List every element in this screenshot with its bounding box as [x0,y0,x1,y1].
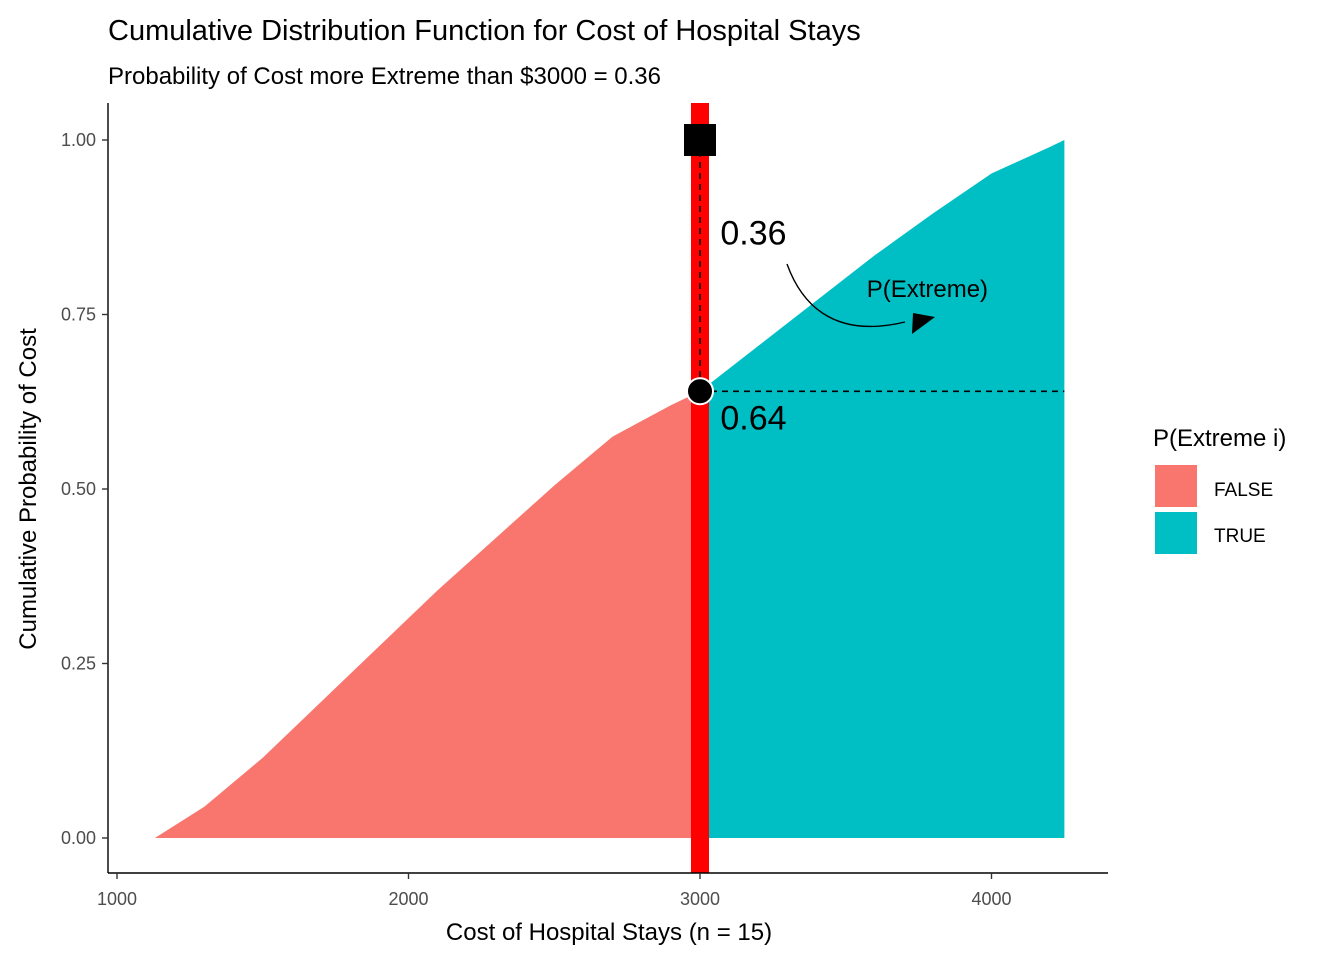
annotation-arrow-curve [786,263,906,328]
legend-label-false: FALSE [1214,480,1273,501]
y-axis-title: Cumulative Probability of Cost [15,328,42,650]
annotation-arrow-head [912,313,935,334]
chart-title: Cumulative Distribution Function for Cos… [108,15,861,47]
x-tick-label: 1000 [97,889,137,909]
chart-subtitle: Probability of Cost more Extreme than $3… [108,63,661,90]
legend-title: P(Extreme i) [1153,425,1286,452]
x-axis-title: Cost of Hospital Stays (n = 15) [446,919,772,946]
area-series-true [700,140,1065,838]
y-tick-label: 0.00 [61,828,96,848]
threshold-point-marker [686,377,714,406]
y-tick-label: 0.75 [61,305,96,325]
annotation-upper-prob: 0.36 [720,215,786,253]
y-tick-label: 1.00 [61,130,96,150]
axes: 0.00 0.25 0.50 0.75 1.00 1000 2000 3000 4000 [61,103,1108,909]
y-tick-label: 0.25 [61,654,96,674]
legend-label-true: TRUE [1214,526,1266,547]
legend-key-true [1155,512,1197,554]
annotation-p-extreme: P(Extreme) [867,276,988,303]
area-series-false [154,391,700,838]
top-square-marker [684,124,716,156]
legend: P(Extreme i) FALSE TRUE [1153,425,1286,554]
y-tick-label: 0.50 [61,479,96,499]
x-tick-label: 2000 [388,889,428,909]
plot-area: 0.36 0.64 P(Extreme) [154,103,1065,873]
x-tick-label: 3000 [680,889,720,909]
annotation-lower-prob: 0.64 [720,400,786,438]
legend-key-false [1155,465,1197,507]
x-tick-label: 4000 [971,889,1011,909]
